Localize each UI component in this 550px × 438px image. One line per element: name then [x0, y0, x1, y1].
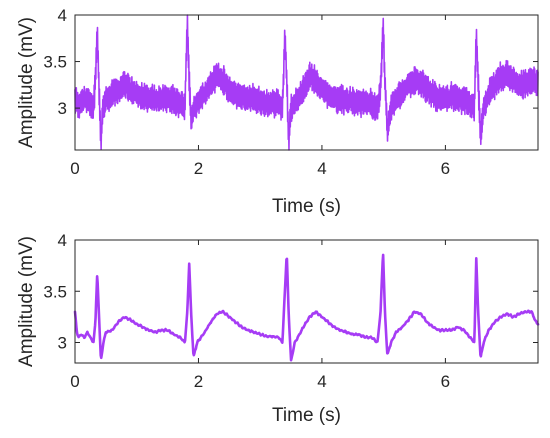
filtered-ecg-y-axis-title: Amplitude (mV): [16, 236, 37, 367]
filtered-ecg-panel: 0 2 4 6 3 3.5 4 Time (s) Amplitude (mV): [16, 231, 540, 426]
noisy-ecg-ticks: 0 2 4 6 3 3.5 4: [43, 6, 538, 178]
filtered-ecg-y-tick-label: 4: [58, 231, 67, 250]
filtered-ecg-series-line: [73, 253, 540, 362]
filtered-ecg-axes-box: [74, 239, 539, 364]
noisy-ecg-panel: 0 2 4 6 3 3.5 4 Time (s) Amplitude (mV): [16, 6, 539, 217]
noisy-ecg-trace-layer: [74, 14, 539, 151]
filtered-ecg-trace-layer: [73, 253, 540, 362]
noisy-ecg-series-line: [74, 14, 539, 151]
filtered-ecg-ticks: 0 2 4 6 3 3.5 4: [43, 231, 538, 391]
filtered-ecg-x-tick-label: 4: [317, 372, 326, 391]
noisy-ecg-y-tick-label: 4: [58, 6, 67, 25]
noisy-ecg-x-axis-title: Time (s): [272, 196, 341, 217]
filtered-ecg-x-tick-label: 6: [441, 372, 450, 391]
noisy-ecg-y-axis-title: Amplitude (mV): [16, 17, 37, 148]
noisy-ecg-x-tick-label: 2: [194, 159, 203, 178]
noisy-ecg-y-tick-label: 3.5: [43, 53, 67, 72]
noisy-ecg-y-tick-label: 3: [58, 99, 67, 118]
filtered-ecg-x-tick-label: 2: [194, 372, 203, 391]
noisy-ecg-x-tick-label: 4: [317, 159, 326, 178]
filtered-ecg-y-tick-label: 3.5: [43, 282, 67, 301]
noisy-ecg-x-tick-label: 6: [441, 159, 450, 178]
filtered-ecg-x-axis-title: Time (s): [272, 405, 341, 426]
noisy-ecg-axes-box: [74, 14, 539, 151]
noisy-ecg-x-tick-label: 0: [70, 159, 79, 178]
filtered-ecg-x-tick-label: 0: [70, 372, 79, 391]
filtered-ecg-y-tick-label: 3: [58, 334, 67, 353]
